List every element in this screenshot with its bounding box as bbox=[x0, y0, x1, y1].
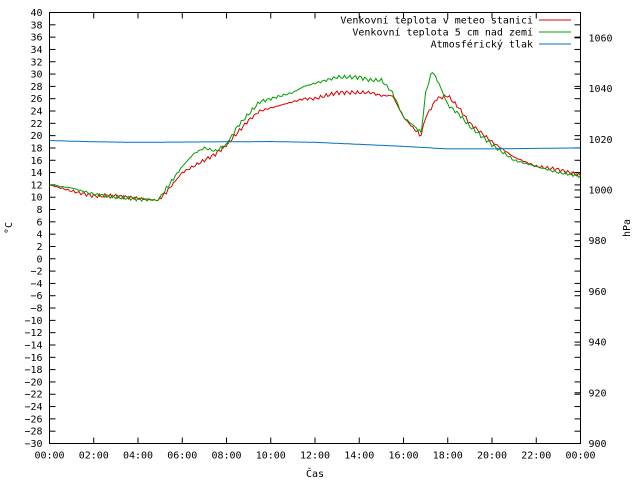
x-tick-label: 16:00 bbox=[388, 451, 418, 462]
series-line-0 bbox=[49, 89, 581, 202]
series-line-2 bbox=[49, 140, 581, 150]
y-tick-label: 18 bbox=[30, 143, 42, 154]
y-tick-label: 26 bbox=[30, 94, 42, 105]
y2-tick-label: 1040 bbox=[589, 84, 613, 95]
x-axis: 00:00 02:00 04:00 06:00 08:00 10:00 12:00 14:00… bbox=[34, 12, 596, 462]
y-tick-label: 30 bbox=[30, 70, 42, 81]
y-tick-label: −18 bbox=[24, 365, 42, 376]
y-tick-label: 16 bbox=[30, 156, 42, 167]
y-tick-label: 6 bbox=[36, 217, 42, 228]
x-tick-label: 20:00 bbox=[477, 451, 507, 462]
y-tick-label: −2 bbox=[30, 267, 42, 278]
y-tick-label: 32 bbox=[30, 57, 42, 68]
y-tick-label: 22 bbox=[30, 119, 42, 130]
y-tick-label: 2 bbox=[36, 242, 42, 253]
legend-label: Atmosférický tlak bbox=[431, 39, 533, 51]
y-tick-label: 8 bbox=[36, 205, 42, 216]
y-tick-label: 34 bbox=[30, 45, 42, 56]
y-tick-label: 14 bbox=[30, 168, 42, 179]
y-tick-label: −8 bbox=[30, 304, 42, 315]
y-tick-label: 20 bbox=[30, 131, 42, 142]
x-tick-label: 04:00 bbox=[123, 451, 153, 462]
y-tick-label: 36 bbox=[30, 33, 42, 44]
y-tick-label: 40 bbox=[30, 8, 42, 19]
series-line-1 bbox=[49, 71, 581, 203]
legend-label: Venkovní teplota v meteo stanici bbox=[340, 15, 533, 27]
y-tick-label: −12 bbox=[24, 328, 42, 339]
plot-frame bbox=[49, 12, 581, 444]
y2-tick-label: 1000 bbox=[589, 185, 613, 196]
y-axis-left: 4038363432302826242220181614121086420−2−… bbox=[24, 8, 581, 450]
y2-tick-label: 920 bbox=[589, 388, 607, 399]
y-tick-label: −10 bbox=[24, 316, 42, 327]
legend: Venkovní teplota v meteo staniciVenkovní… bbox=[340, 15, 571, 51]
y2-tick-label: 900 bbox=[589, 439, 607, 450]
y2-tick-label: 1060 bbox=[589, 33, 613, 44]
y-tick-label: 10 bbox=[30, 193, 42, 204]
legend-label: Venkovní teplota 5 cm nad zemí bbox=[352, 27, 533, 39]
y-tick-label: 28 bbox=[30, 82, 42, 93]
y-tick-label: −28 bbox=[24, 427, 42, 438]
x-tick-label: 06:00 bbox=[167, 451, 197, 462]
y-tick-label: −24 bbox=[24, 402, 42, 413]
x-tick-label: 08:00 bbox=[211, 451, 241, 462]
y-tick-label: −22 bbox=[24, 390, 42, 401]
y2-tick-label: 980 bbox=[589, 236, 607, 247]
y-tick-label: −30 bbox=[24, 439, 42, 450]
y-tick-label: −20 bbox=[24, 377, 42, 388]
y2-tick-label: 960 bbox=[589, 287, 607, 298]
y-axis-right: 1060 1040 1020 1000 980 960 940 920 900 bbox=[574, 33, 613, 450]
y2-axis-title: hPa bbox=[622, 219, 633, 237]
y-tick-label: −14 bbox=[24, 340, 42, 351]
y-tick-label: 12 bbox=[30, 180, 42, 191]
x-axis-title: Čas bbox=[306, 467, 324, 480]
y-tick-label: 24 bbox=[30, 107, 42, 118]
series-lines bbox=[49, 71, 581, 203]
y-tick-label: −4 bbox=[30, 279, 42, 290]
x-tick-label: 00:00 bbox=[565, 451, 595, 462]
y2-tick-label: 1020 bbox=[589, 135, 613, 146]
y-tick-label: 4 bbox=[36, 230, 42, 241]
y-axis-title: °C bbox=[4, 222, 15, 234]
y-tick-label: −16 bbox=[24, 353, 42, 364]
y-tick-label: 38 bbox=[30, 20, 42, 31]
x-tick-label: 22:00 bbox=[521, 451, 551, 462]
x-tick-label: 12:00 bbox=[300, 451, 330, 462]
x-tick-label: 14:00 bbox=[344, 451, 374, 462]
x-tick-label: 00:00 bbox=[34, 451, 64, 462]
y-tick-label: −6 bbox=[30, 291, 42, 302]
y-tick-label: −26 bbox=[24, 414, 42, 425]
x-tick-label: 02:00 bbox=[79, 451, 109, 462]
x-tick-label: 18:00 bbox=[433, 451, 463, 462]
y2-tick-label: 940 bbox=[589, 338, 607, 349]
y-tick-label: 0 bbox=[36, 254, 42, 265]
x-tick-label: 10:00 bbox=[256, 451, 286, 462]
